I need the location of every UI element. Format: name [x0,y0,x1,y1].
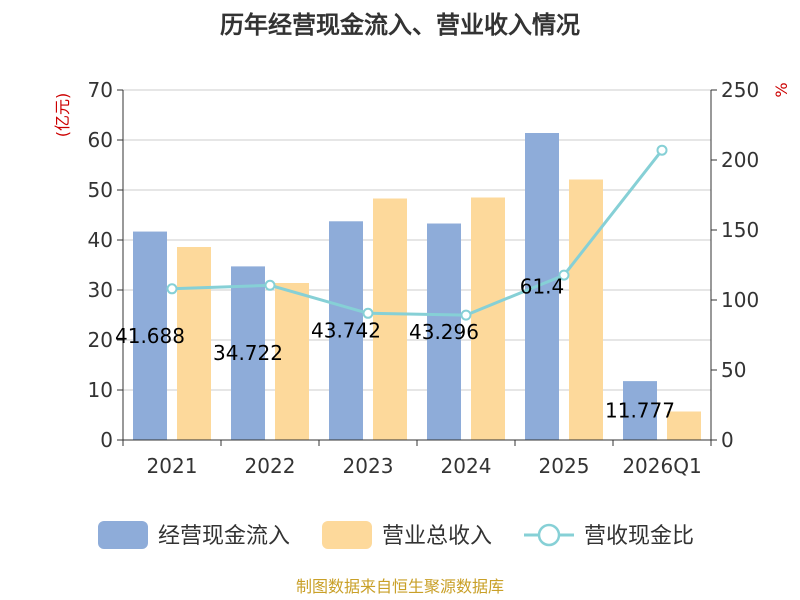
x-tick-label: 2022 [245,454,296,478]
x-tick-label: 2024 [441,454,492,478]
bar-value-label: 43.296 [409,320,479,344]
bar-cash-inflow [427,223,461,440]
right-tick-label: 150 [721,218,759,242]
bar-value-label: 41.688 [115,324,185,348]
ratio-line [166,144,668,321]
ratio-point [656,144,668,156]
bar-value-label: 43.742 [311,319,381,343]
bar-cash-inflow [329,221,363,440]
left-axis-unit: (亿元) [53,93,72,138]
left-tick-label: 60 [88,128,113,152]
legend-cash-inflow-swatch [98,521,148,549]
bar-revenue [177,247,211,440]
ratio-point [460,309,472,321]
bar-cash-inflow [623,381,657,440]
left-tick-label: 20 [88,328,113,352]
chart-title: 历年经营现金流入、营业收入情况 [220,11,580,39]
left-tick-label: 0 [100,428,113,452]
right-tick-label: 250 [721,78,759,102]
legend-revenue-swatch [322,521,372,549]
x-tick-label: 2021 [147,454,198,478]
legend-revenue-label: 营业总收入 [382,524,492,549]
bar-cash-inflow [525,133,559,440]
bar-value-label: 11.777 [605,399,675,423]
data-labels: 41.688 34.722 43.742 43.296 61.4 11.777 [115,275,675,423]
right-tick-label: 200 [721,148,759,172]
axes: 0 10 20 30 40 50 60 70 0 50 100 150 200 250 2021 2022 20… [88,78,760,478]
bar-revenue [569,179,603,440]
x-tick-label: 2023 [343,454,394,478]
right-axis-unit: % [772,82,791,97]
left-tick-label: 70 [88,78,113,102]
ratio-point [264,279,276,291]
bar-revenue [373,198,407,440]
bar-revenue [275,283,309,440]
legend-ratio-label: 营收现金比 [584,524,694,549]
ratio-point [558,269,570,281]
ratio-polyline [171,149,664,317]
bar-cash-inflow [231,266,265,440]
left-tick-label: 30 [88,278,113,302]
grid [123,89,711,391]
bar-revenue [471,197,505,440]
bar-value-label: 34.722 [213,341,283,365]
legend-cash-inflow-label: 经营现金流入 [158,524,290,549]
bar-value-label: 61.4 [520,275,565,299]
right-tick-label: 100 [721,288,759,312]
legend-ratio-swatch-marker [537,523,561,547]
left-tick-label: 50 [88,178,113,202]
left-tick-label: 40 [88,228,113,252]
bars [133,133,701,440]
bar-cash-inflow [133,231,167,440]
right-tick-label: 0 [721,428,734,452]
x-tick-label: 2025 [539,454,590,478]
ratio-point [166,283,178,295]
legend[interactable]: 经营现金流入 营业总收入 营收现金比 [98,521,694,549]
right-tick-label: 50 [721,358,746,382]
bar-revenue [667,411,701,440]
left-tick-label: 10 [88,378,113,402]
source-note: 制图数据来自恒生聚源数据库 [296,577,504,596]
x-tick-label: 2026Q1 [622,454,701,478]
ratio-point [362,307,374,319]
